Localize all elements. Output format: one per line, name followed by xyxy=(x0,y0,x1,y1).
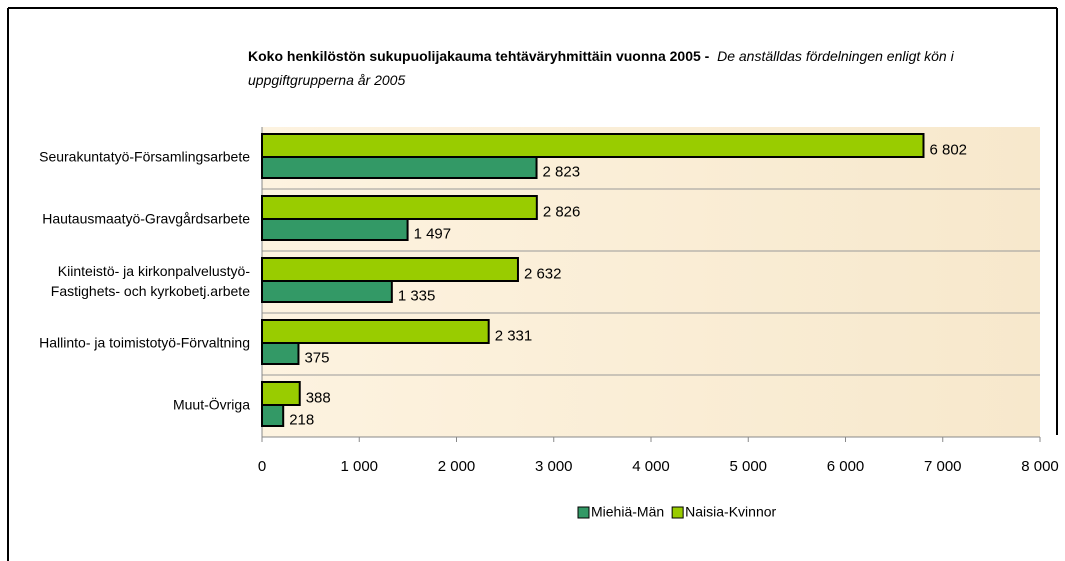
bar xyxy=(261,156,538,179)
y-tick-label: Kiinteistö- ja kirkonpalvelustyö-Fastigh… xyxy=(51,263,251,299)
x-tick-label: 6 000 xyxy=(827,458,865,475)
legend-label: Miehiä-Män xyxy=(591,504,664,520)
bar xyxy=(261,195,538,220)
value-label: 6 802 xyxy=(929,141,967,158)
bar xyxy=(261,342,300,365)
bar xyxy=(261,280,393,303)
legend-swatch xyxy=(577,506,590,519)
x-tick-label: 7 000 xyxy=(924,458,962,475)
y-tick-label: Hallinto- ja toimistotyö-Förvaltning xyxy=(39,335,250,351)
bar xyxy=(261,381,301,406)
chart-title: Koko henkilöstön sukupuolijakauma tehtäv… xyxy=(248,48,710,64)
chart-subtitle: De anställdas fördelningen enligt kön i … xyxy=(248,48,954,88)
chart-title-block: Koko henkilöstön sukupuolijakauma tehtäv… xyxy=(248,44,1048,92)
value-label: 2 823 xyxy=(543,163,581,180)
x-tick-label: 5 000 xyxy=(729,458,767,475)
value-label: 218 xyxy=(289,411,314,428)
value-label: 375 xyxy=(304,349,329,366)
value-label: 2 632 xyxy=(524,265,562,282)
bar xyxy=(261,319,490,344)
x-tick-label: 4 000 xyxy=(632,458,670,475)
x-tick-label: 2 000 xyxy=(438,458,476,475)
x-tick-label: 1 000 xyxy=(340,458,378,475)
bar xyxy=(261,218,409,241)
value-label: 2 331 xyxy=(495,327,533,344)
x-tick-label: 3 000 xyxy=(535,458,573,475)
x-tick-label: 0 xyxy=(258,458,266,475)
y-tick-label: Seurakuntatyö-Församlingsarbete xyxy=(39,149,250,165)
value-label: 2 826 xyxy=(543,203,581,220)
value-label: 1 335 xyxy=(398,287,436,304)
value-label: 388 xyxy=(306,389,331,406)
bar xyxy=(261,133,925,158)
y-tick-label: Muut-Övriga xyxy=(173,396,250,413)
legend-swatch xyxy=(671,506,684,519)
bar xyxy=(261,257,519,282)
bar xyxy=(261,404,285,427)
y-tick-label: Hautausmaatyö-Gravgårdsarbete xyxy=(42,211,250,227)
value-label: 1 497 xyxy=(414,225,452,242)
x-tick-label: 8 000 xyxy=(1021,458,1059,475)
legend-label: Naisia-Kvinnor xyxy=(685,504,776,520)
